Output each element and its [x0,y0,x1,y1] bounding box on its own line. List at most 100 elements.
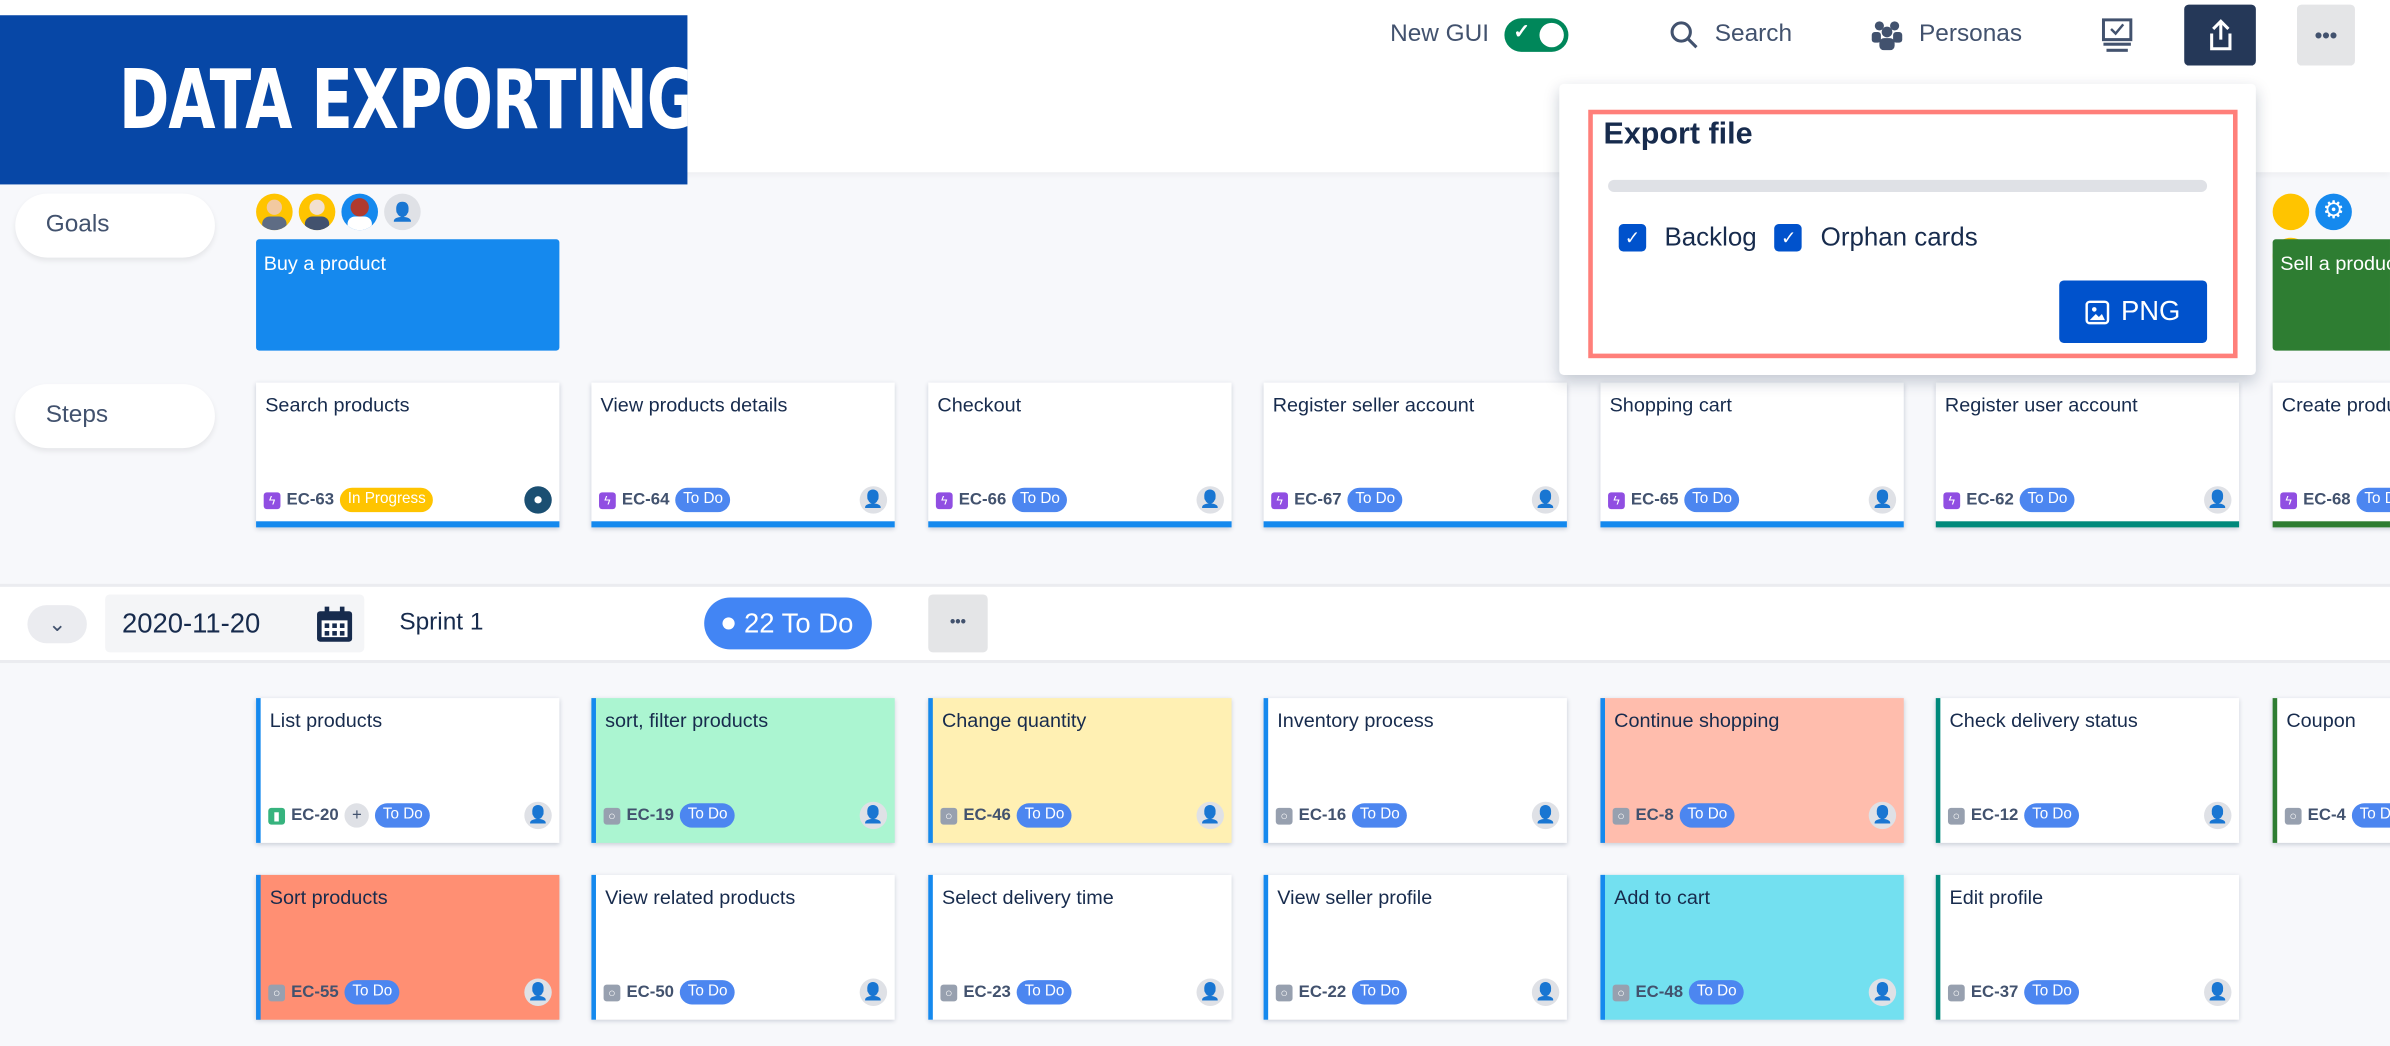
issue-key[interactable]: EC-4 [2307,806,2346,825]
gear-persona-avatar[interactable]: ⚙ [2315,193,2352,231]
unassigned-icon[interactable]: 👤 [1531,486,1560,514]
status-badge[interactable]: To Do [680,980,736,1005]
issue-key[interactable]: EC-20 [291,806,339,825]
step-card[interactable]: Search products ϟ EC-63 In Progress ● [256,382,560,528]
issue-key[interactable]: EC-12 [1970,806,2019,825]
unassigned-icon[interactable]: 👤 [1531,801,1560,830]
status-badge[interactable]: To Do [680,803,736,828]
story-card[interactable]: sort, filter products ○ EC-19 To Do 👤 [591,698,895,843]
unassigned-icon[interactable]: 👤 [859,801,888,830]
new-gui-toggle[interactable]: ✓ [1504,18,1569,52]
story-card[interactable]: Sort products ○ EC-55 To Do 👤 [256,874,560,1020]
story-card[interactable]: View seller profile ○ EC-22 To Do 👤 [1263,874,1567,1020]
add-button[interactable]: + [344,803,370,828]
collapse-sprint-button[interactable]: ⌄ [27,605,87,644]
calendar-icon[interactable] [316,604,354,642]
story-card[interactable]: Edit profile ○ EC-37 To Do 👤 [1935,874,2240,1020]
story-card[interactable]: Check delivery status ○ EC-12 To Do 👤 [1935,698,2240,843]
issue-key[interactable]: EC-46 [963,806,1011,825]
step-card[interactable]: Register user account ϟ EC-62 To Do 👤 [1935,382,2240,528]
export-button[interactable] [2184,4,2256,66]
step-card[interactable]: Shopping cart ϟ EC-65 To Do 👤 [1600,382,1904,528]
status-badge[interactable]: To Do [1689,980,1745,1005]
story-card[interactable]: Continue shopping ○ EC-8 To Do 👤 [1600,698,1904,843]
status-badge[interactable]: To Do [1347,487,1403,513]
step-card[interactable]: Checkout ϟ EC-66 To Do 👤 [928,382,1232,528]
issue-key[interactable]: EC-37 [1970,983,2019,1002]
issue-key[interactable]: EC-8 [1635,806,1674,825]
status-badge[interactable]: In Progress [340,487,434,513]
status-badge[interactable]: To Do [2019,487,2075,513]
add-persona-button[interactable]: 👤 [384,193,421,231]
status-badge[interactable]: To Do [2024,803,2080,828]
assignee-avatar[interactable]: ● [524,486,552,514]
issue-key[interactable]: EC-50 [626,983,674,1002]
status-badge[interactable]: To Do [1016,803,1073,828]
story-card[interactable]: Change quantity ○ EC-46 To Do 👤 [928,698,1232,843]
unassigned-icon[interactable]: 👤 [2204,486,2232,514]
unassigned-icon[interactable]: 👤 [1196,801,1224,830]
status-badge[interactable]: To Do [1684,487,1740,513]
status-badge[interactable]: To Do [1016,980,1073,1005]
status-badge[interactable]: To Do [1352,803,1408,828]
status-badge[interactable]: To Do [344,980,400,1005]
issue-key[interactable]: EC-22 [1298,983,1347,1002]
issue-key[interactable]: EC-16 [1298,806,1347,825]
unassigned-icon[interactable]: 👤 [524,978,552,1006]
export-png-button[interactable]: PNG [2059,280,2208,343]
story-card[interactable]: View related products ○ EC-50 To Do 👤 [591,874,895,1020]
persona-avatar[interactable] [256,193,293,231]
unassigned-icon[interactable]: 👤 [1868,801,1897,830]
unassigned-icon[interactable]: 👤 [524,801,552,830]
status-badge[interactable]: To Do [675,487,731,513]
issue-key[interactable]: EC-66 [958,490,1007,510]
sprint-name[interactable]: Sprint 1 [399,609,484,636]
persona-avatar[interactable] [341,193,379,231]
unassigned-icon[interactable]: 👤 [2204,978,2232,1006]
status-badge[interactable]: To Do [2351,803,2390,828]
unassigned-icon[interactable]: 👤 [2204,801,2232,830]
status-badge[interactable]: To Do [1352,980,1408,1005]
status-badge[interactable]: To Do [1679,803,1735,828]
unassigned-icon[interactable]: 👤 [859,978,888,1006]
unassigned-icon[interactable]: 👤 [1531,978,1560,1006]
story-card[interactable]: Inventory process ○ EC-16 To Do 👤 [1263,698,1567,843]
goal-card[interactable]: Sell a product [2272,239,2390,351]
issue-key[interactable]: EC-62 [1966,490,2014,510]
sprint-more-button[interactable]: ••• [928,594,988,653]
personas-button[interactable]: Personas [1870,18,2022,52]
issue-key[interactable]: EC-64 [621,490,670,510]
persona-avatar[interactable] [298,193,336,231]
more-menu-button[interactable]: ••• [2297,4,2355,66]
unassigned-icon[interactable]: 👤 [1196,486,1224,514]
sprint-status-badge[interactable]: 22 To Do [704,597,872,650]
backlog-checkbox[interactable]: ✓ [1618,224,1647,252]
status-badge[interactable]: To Do [1012,487,1068,513]
issue-key[interactable]: EC-65 [1630,490,1679,510]
persona-avatar[interactable] [2272,193,2310,231]
status-badge[interactable]: To Do [375,803,431,828]
story-card[interactable]: Coupon ○EC-4To Do👤 [2272,698,2390,843]
unassigned-icon[interactable]: 👤 [1196,978,1224,1006]
issue-key[interactable]: EC-67 [1294,490,1342,510]
story-card[interactable]: Select delivery time ○ EC-23 To Do 👤 [928,874,1232,1020]
issue-key[interactable]: EC-63 [286,490,335,510]
sprint-date-field[interactable]: 2020-11-20 [105,594,365,653]
search-button[interactable]: Search [1669,18,1792,52]
story-card[interactable]: Add to cart ○ EC-48 To Do 👤 [1600,874,1904,1020]
issue-key[interactable]: EC-23 [963,983,1011,1002]
step-card[interactable]: View products details ϟ EC-64 To Do 👤 [591,382,895,528]
issue-key[interactable]: EC-19 [626,806,674,825]
unassigned-icon[interactable]: 👤 [1868,978,1897,1006]
issue-key[interactable]: EC-48 [1635,983,1684,1002]
status-badge[interactable]: To Do [2356,487,2390,513]
status-badge[interactable]: To Do [2024,980,2080,1005]
story-card[interactable]: List products ▮ EC-20 + To Do 👤 [256,698,560,843]
issue-key[interactable]: EC-55 [291,983,339,1002]
unassigned-icon[interactable]: 👤 [859,486,888,514]
issue-key[interactable]: EC-68 [2303,490,2351,510]
unassigned-icon[interactable]: 👤 [1868,486,1897,514]
goal-card[interactable]: Buy a product [256,239,560,351]
orphan-cards-checkbox[interactable]: ✓ [1774,224,1803,252]
